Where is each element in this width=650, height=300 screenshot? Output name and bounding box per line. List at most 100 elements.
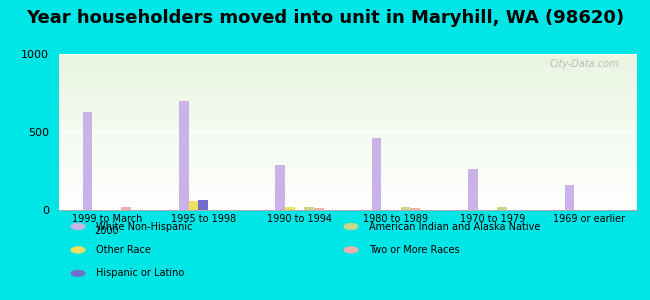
Bar — [58, 140, 637, 141]
Bar — [58, 79, 637, 80]
Bar — [58, 194, 637, 196]
Bar — [58, 163, 637, 165]
Bar — [58, 151, 637, 152]
Bar — [58, 104, 637, 106]
Bar — [58, 118, 637, 119]
Bar — [58, 70, 637, 71]
Bar — [58, 94, 637, 96]
Bar — [58, 149, 637, 151]
Bar — [276, 165, 285, 210]
Bar — [58, 84, 637, 85]
Bar — [58, 204, 637, 205]
Text: City-Data.com: City-Data.com — [550, 59, 619, 69]
Bar — [58, 190, 637, 191]
Bar — [58, 92, 637, 93]
Bar — [58, 121, 637, 123]
Text: Year householders moved into unit in Maryhill, WA (98620): Year householders moved into unit in Mar… — [26, 9, 624, 27]
Bar — [58, 63, 637, 65]
Bar — [285, 207, 294, 210]
Bar — [410, 208, 420, 210]
Text: Two or More Races: Two or More Races — [369, 245, 460, 255]
Bar — [58, 184, 637, 185]
Bar — [83, 112, 92, 210]
Bar — [58, 137, 637, 138]
Bar — [58, 205, 637, 207]
Bar — [58, 179, 637, 180]
Bar — [58, 107, 637, 109]
Bar — [58, 99, 637, 101]
Bar — [58, 171, 637, 172]
Bar — [58, 199, 637, 201]
Bar — [58, 165, 637, 166]
Bar — [468, 169, 478, 210]
Bar — [497, 207, 507, 210]
Bar — [58, 166, 637, 168]
Bar — [58, 80, 637, 82]
Bar — [58, 162, 637, 163]
Bar — [179, 101, 188, 210]
Bar — [58, 145, 637, 146]
Bar — [121, 207, 131, 210]
Bar — [58, 109, 637, 110]
Bar — [58, 93, 637, 94]
Bar — [58, 135, 637, 137]
Bar — [58, 77, 637, 79]
Bar — [58, 180, 637, 182]
Bar — [58, 188, 637, 190]
Bar — [58, 201, 637, 202]
Bar — [314, 208, 324, 210]
Text: American Indian and Alaska Native: American Indian and Alaska Native — [369, 221, 541, 232]
Bar — [58, 129, 637, 130]
Bar — [58, 154, 637, 155]
Bar — [58, 174, 637, 176]
Bar — [58, 185, 637, 187]
Bar — [58, 71, 637, 73]
Bar — [58, 141, 637, 143]
Bar — [58, 160, 637, 162]
Bar — [58, 130, 637, 132]
Bar — [58, 182, 637, 184]
Bar — [58, 134, 637, 135]
Bar — [58, 59, 637, 60]
Text: Other Race: Other Race — [96, 245, 151, 255]
Bar — [58, 68, 637, 70]
Bar — [58, 138, 637, 140]
Bar — [58, 187, 637, 188]
Bar — [58, 152, 637, 154]
Bar — [58, 106, 637, 107]
Bar — [58, 101, 637, 102]
Text: White Non-Hispanic: White Non-Hispanic — [96, 221, 192, 232]
Bar — [58, 113, 637, 115]
Bar — [401, 207, 410, 210]
Bar — [58, 176, 637, 177]
Bar — [58, 56, 637, 57]
Bar — [58, 116, 637, 118]
Bar — [58, 90, 637, 92]
Bar — [58, 119, 637, 121]
Bar — [58, 87, 637, 88]
Bar — [58, 207, 637, 208]
Bar — [58, 155, 637, 157]
Bar — [58, 96, 637, 98]
Bar — [58, 124, 637, 126]
Bar — [58, 148, 637, 149]
Bar — [58, 158, 637, 160]
Bar — [58, 60, 637, 62]
Bar — [58, 168, 637, 170]
Bar — [304, 207, 314, 210]
Bar — [58, 88, 637, 90]
Bar — [58, 169, 637, 171]
Bar — [58, 202, 637, 204]
Bar — [58, 127, 637, 129]
Bar — [58, 102, 637, 104]
Bar — [58, 67, 637, 68]
Bar — [58, 193, 637, 194]
Bar — [565, 185, 575, 210]
Text: Hispanic or Latino: Hispanic or Latino — [96, 268, 185, 278]
Bar — [58, 85, 637, 87]
Bar — [58, 62, 637, 63]
Bar — [58, 115, 637, 116]
Bar — [58, 157, 637, 158]
Bar — [58, 177, 637, 179]
Bar — [58, 74, 637, 76]
